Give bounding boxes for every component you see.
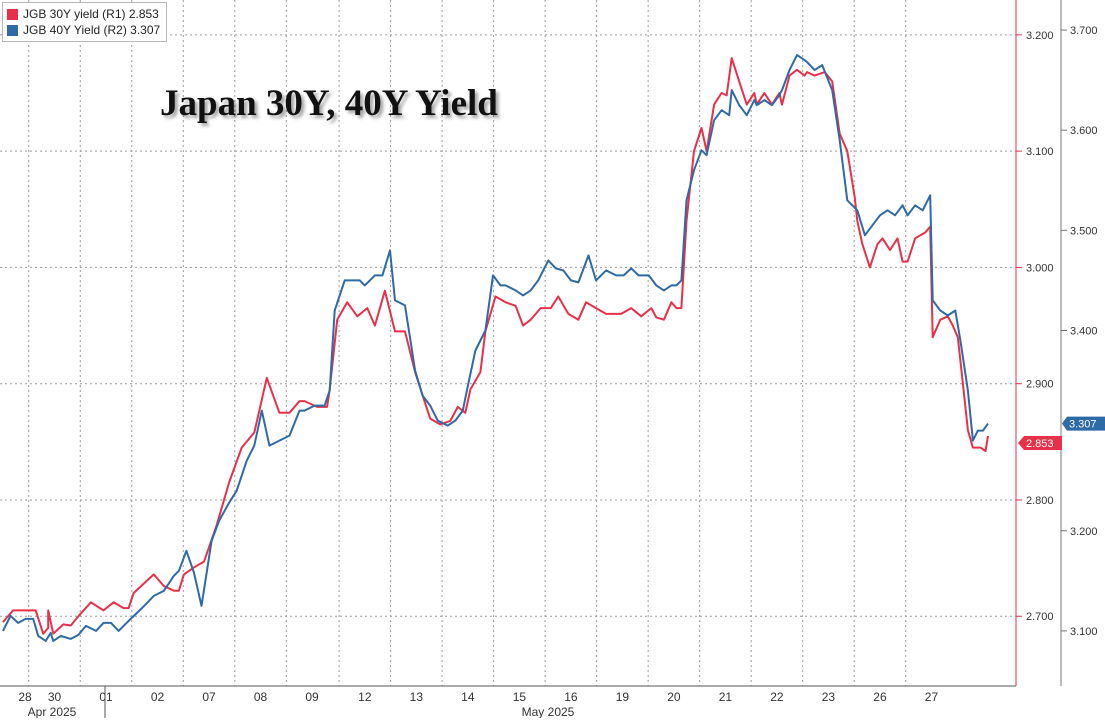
legend-item-30y: JGB 30Y yield (R1) 2.853 <box>7 6 160 22</box>
last-value-tag-40y <box>1062 416 1105 431</box>
grid <box>0 0 1016 686</box>
x-tick-label: 13 <box>410 690 424 704</box>
r1-tick-label: 2.800 <box>1026 495 1054 507</box>
last-value-tag-30y <box>1018 436 1062 451</box>
r2-tick-label: 3.500 <box>1070 225 1098 237</box>
r2-tick-label: 3.400 <box>1070 325 1098 337</box>
legend-item-40y: JGB 40Y Yield (R2) 3.307 <box>7 22 160 38</box>
x-tick-label: 15 <box>513 690 527 704</box>
x-tick-label: 22 <box>770 690 784 704</box>
legend: JGB 30Y yield (R1) 2.853 JGB 40Y Yield (… <box>2 2 168 42</box>
r1-tick-label: 3.200 <box>1026 30 1054 42</box>
x-tick-label: 20 <box>667 690 681 704</box>
x-tick-label: 08 <box>254 690 268 704</box>
r2-tick-label: 3.100 <box>1070 626 1098 638</box>
legend-swatch-30y <box>7 8 18 20</box>
chart-title: Japan 30Y, 40Y Yield <box>160 83 498 124</box>
x-tick-label: 14 <box>461 690 475 704</box>
x-tick-label: 01 <box>99 690 113 704</box>
legend-label-30y: JGB 30Y yield (R1) 2.853 <box>23 7 159 21</box>
legend-swatch-40y <box>7 24 18 36</box>
x-tick-label: 09 <box>305 690 319 704</box>
x-tick-label: 26 <box>873 690 887 704</box>
x-tick-label: 27 <box>925 690 939 704</box>
last-value-30y: 2.853 <box>1026 438 1054 450</box>
x-tick-label: 30 <box>48 690 62 704</box>
series-line-40y <box>2 54 989 642</box>
last-value-40y: 3.307 <box>1069 419 1097 431</box>
month-label-april: Apr 2025 <box>28 705 77 718</box>
x-tick-label: 19 <box>616 690 630 704</box>
r2-tick-label: 3.200 <box>1070 526 1098 538</box>
r1-tick-label: 2.900 <box>1026 379 1054 391</box>
r1-tick-label: 3.100 <box>1026 146 1054 158</box>
series-line-30y <box>2 57 989 635</box>
x-tick-label: 28 <box>18 690 32 704</box>
x-tick-label: 07 <box>202 690 216 704</box>
r1-tick-label: 2.700 <box>1026 611 1054 623</box>
r2-tick-label: 3.600 <box>1070 125 1098 137</box>
x-tick-label: 02 <box>151 690 165 704</box>
series-layer <box>2 54 989 642</box>
x-tick-label: 23 <box>822 690 836 704</box>
x-tick-label: 12 <box>358 690 372 704</box>
r2-tick-label: 3.700 <box>1070 25 1098 37</box>
month-label-may: May 2025 <box>522 705 575 718</box>
r1-tick-label: 3.000 <box>1026 262 1054 274</box>
legend-label-40y: JGB 40Y Yield (R2) 3.307 <box>23 23 161 37</box>
x-tick-label: 16 <box>564 690 578 704</box>
x-tick-label: 21 <box>719 690 733 704</box>
